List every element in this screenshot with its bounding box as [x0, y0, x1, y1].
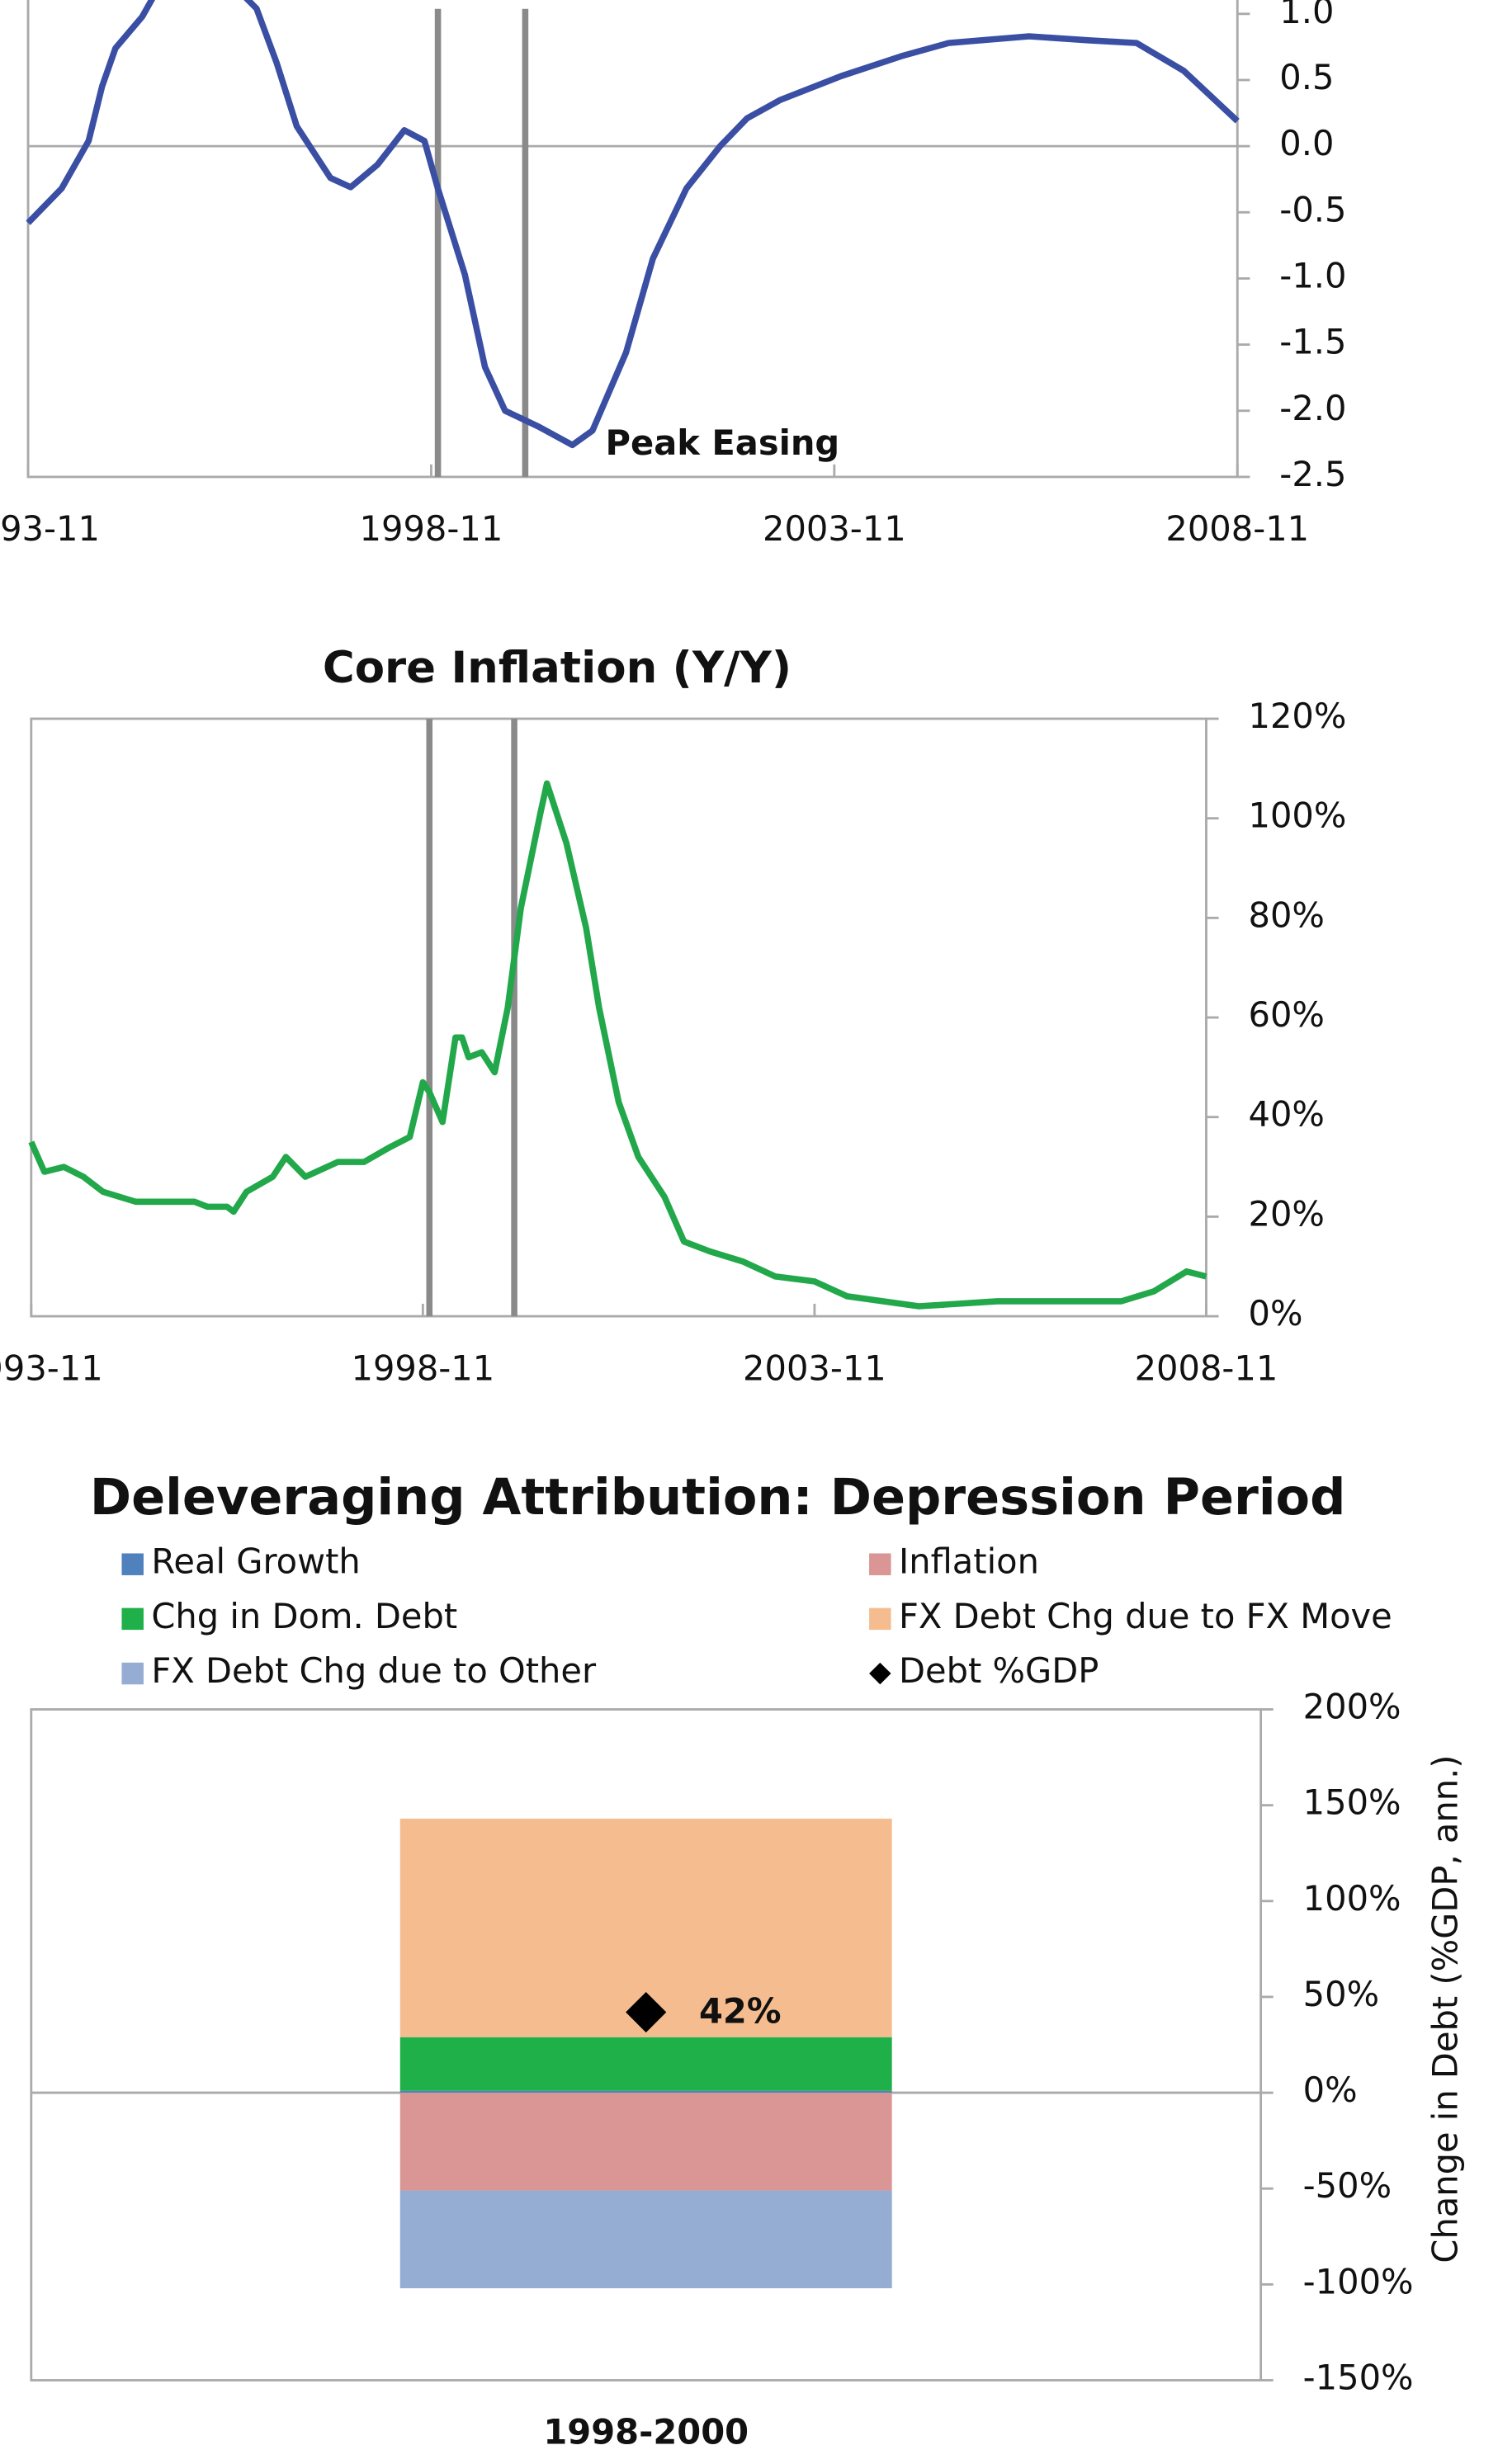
- y-tick-label: -100%: [1303, 2261, 1414, 2301]
- y-tick-label: 20%: [1248, 1193, 1324, 1234]
- bar-segment: [399, 2037, 892, 2091]
- y-tick-label: -1.5: [1279, 322, 1346, 362]
- y-tick-label: 50%: [1303, 1974, 1379, 2014]
- y-tick-label: 100%: [1303, 1878, 1401, 1919]
- legend-marker: [869, 1607, 891, 1631]
- y-tick-label: -2.0: [1279, 388, 1346, 428]
- x-tick-label: 2008-11: [1165, 508, 1309, 549]
- y-tick-label: 120%: [1248, 696, 1346, 736]
- y-tick-label: 60%: [1248, 994, 1324, 1035]
- chart-title: Deleveraging Attribution: Depression Per…: [90, 1469, 1346, 1527]
- y-tick-label: 80%: [1248, 894, 1324, 935]
- x-tick-label: 2003-11: [743, 1348, 886, 1388]
- line-series: [26, 0, 1240, 449]
- plot-area: [30, 717, 1207, 1318]
- y-tick-label: 40%: [1248, 1094, 1324, 1135]
- y-tick-label: 0.5: [1279, 57, 1334, 97]
- x-tick-label: 1998-2000: [543, 2412, 749, 2452]
- y-tick-label: 100%: [1248, 795, 1346, 836]
- y-tick-label: -50%: [1303, 2165, 1392, 2206]
- legend-label: Chg in Dom. Debt: [151, 1596, 457, 1636]
- legend-label: Debt %GDP: [899, 1650, 1099, 1691]
- legend-marker: [869, 1662, 891, 1685]
- x-tick-label: 1998-11: [360, 508, 503, 549]
- legend-label: Real Growth: [151, 1541, 360, 1582]
- y-tick-label: -0.5: [1279, 189, 1346, 229]
- y-tick-label: -1.0: [1279, 255, 1346, 295]
- diamond-marker: [626, 1991, 667, 2033]
- bar-segment: [399, 2090, 892, 2093]
- chart-title: Core Inflation (Y/Y): [323, 643, 792, 693]
- x-tick-label: 1993-11: [0, 1348, 103, 1388]
- bar-segment: [399, 2190, 892, 2289]
- legend-label: Inflation: [899, 1541, 1039, 1582]
- y-tick-label: 150%: [1303, 1782, 1401, 1823]
- x-tick-label: 1993-11: [0, 508, 100, 549]
- x-tick-label: 2008-11: [1135, 1348, 1278, 1388]
- y-tick-label: -150%: [1303, 2358, 1414, 2398]
- legend-marker: [121, 1553, 144, 1575]
- y-tick-label: 0%: [1303, 2070, 1358, 2110]
- line-series: [28, 780, 1207, 1310]
- y-axis-label: Change in Debt (%GDP, ann.): [1425, 1754, 1466, 2263]
- legend-label: FX Debt Chg due to Other: [151, 1650, 597, 1691]
- plot-area: [26, 0, 1239, 479]
- y-tick-label: 1.0: [1279, 0, 1334, 31]
- y-tick-label: 0.0: [1279, 123, 1334, 163]
- annotation: Peak Easing: [606, 422, 840, 463]
- y-tick-label: 200%: [1303, 1687, 1401, 1727]
- bar-segment: [399, 2093, 892, 2191]
- data-label: 42%: [699, 1990, 782, 2031]
- legend-marker: [869, 1553, 891, 1575]
- y-tick-label: -2.5: [1279, 454, 1346, 494]
- legend-marker: [121, 1607, 144, 1631]
- y-tick-label: 0%: [1248, 1293, 1302, 1333]
- x-tick-label: 1998-11: [351, 1348, 494, 1388]
- plot-area: [30, 1708, 1263, 2381]
- x-tick-label: 2003-11: [763, 508, 906, 549]
- legend-marker: [121, 1662, 144, 1685]
- legend-label: FX Debt Chg due to FX Move: [899, 1596, 1392, 1636]
